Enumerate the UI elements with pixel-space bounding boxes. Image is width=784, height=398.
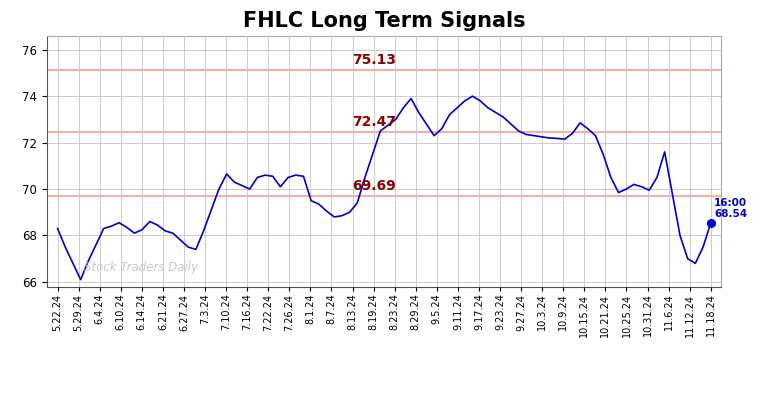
- Text: 75.13: 75.13: [353, 53, 397, 67]
- Text: 72.47: 72.47: [353, 115, 397, 129]
- Title: FHLC Long Term Signals: FHLC Long Term Signals: [243, 12, 525, 31]
- Text: 16:00
68.54: 16:00 68.54: [714, 198, 747, 219]
- Text: 69.69: 69.69: [353, 179, 396, 193]
- Text: Stock Traders Daily: Stock Traders Daily: [84, 261, 198, 274]
